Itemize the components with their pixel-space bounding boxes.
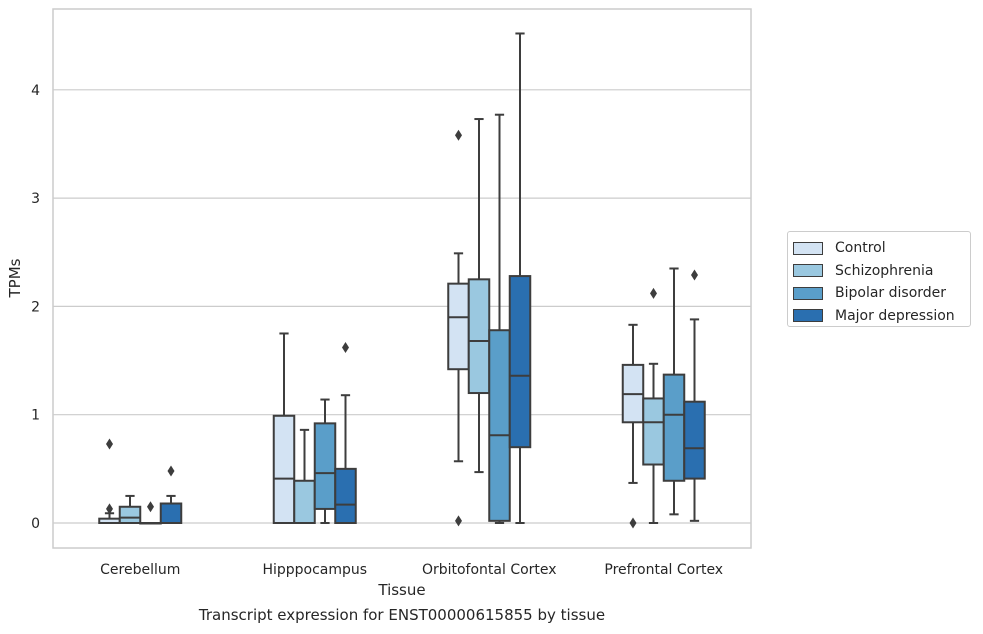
x-axis-label: Tissue — [377, 581, 425, 599]
legend-swatch — [793, 241, 823, 255]
iqr-box — [683, 400, 706, 480]
y-tick-label: 3 — [31, 191, 40, 207]
legend-label: Control — [835, 240, 886, 257]
box-bipolar-disorder — [662, 267, 686, 516]
legend-label: Bipolar disorder — [835, 285, 947, 302]
outlier-point — [691, 269, 698, 281]
legend-item: Bipolar disorder — [793, 282, 970, 305]
outlier-point — [650, 287, 657, 299]
y-tick-label: 4 — [31, 83, 40, 99]
outlier-point — [455, 129, 462, 141]
box-control — [447, 129, 470, 527]
chart-caption: Transcript expression for ENST0000061585… — [198, 606, 606, 624]
x-tick-label: Orbitofontal Cortex — [422, 562, 557, 578]
box-control — [272, 332, 296, 524]
iqr-box — [313, 422, 337, 510]
box-major-depression — [334, 342, 357, 525]
box-bipolar-disorder — [313, 398, 337, 524]
iqr-box — [508, 275, 532, 449]
iqr-box — [293, 479, 316, 524]
outlier-point — [455, 515, 462, 527]
iqr-box — [118, 505, 142, 525]
legend-swatch — [793, 286, 823, 300]
y-tick-label: 0 — [31, 516, 40, 532]
box-major-depression — [508, 32, 532, 524]
iqr-box — [662, 373, 686, 482]
legend-swatch — [793, 264, 823, 278]
iqr-box — [447, 282, 470, 371]
box-control — [621, 323, 645, 529]
iqr-box — [272, 414, 296, 524]
tick-labels: 0 1 2 3 4 Cerebellum Hipppocampus Orbitofontal … — [31, 83, 723, 578]
boxes — [98, 32, 706, 529]
x-tick-label: Hipppocampus — [262, 562, 367, 578]
plot-frame — [52, 8, 752, 549]
y-tick-label: 1 — [31, 408, 40, 424]
iqr-box — [467, 278, 491, 395]
box-schizophrenia — [642, 287, 665, 524]
legend-item: Control — [793, 237, 970, 260]
box-major-depression — [683, 269, 706, 522]
x-tick-label: Prefrontal Cortex — [604, 562, 723, 578]
iqr-box — [159, 502, 183, 525]
legend-label: Schizophrenia — [835, 262, 934, 279]
outlier-point — [167, 465, 175, 477]
iqr-box — [334, 467, 357, 525]
iqr-box — [642, 397, 665, 466]
legend-swatch — [793, 309, 823, 323]
box-bipolar-disorder — [488, 113, 511, 524]
y-tick-label: 2 — [31, 299, 40, 315]
outlier-point — [147, 501, 154, 513]
box-schizophrenia — [118, 494, 142, 525]
legend-item: Schizophrenia — [793, 260, 970, 283]
box-bipolar-disorder — [139, 501, 162, 525]
legend-item: Major depression — [793, 305, 970, 328]
y-axis-label: TPMs — [6, 258, 24, 298]
box-schizophrenia — [467, 118, 491, 474]
iqr-box — [488, 329, 511, 522]
legend: Control Schizophrenia Bipolar disorder Majo… — [787, 231, 971, 327]
outlier-point — [106, 438, 113, 450]
box-schizophrenia — [293, 428, 316, 524]
outlier-point — [106, 503, 113, 515]
outlier-point — [629, 517, 637, 529]
outlier-point — [342, 342, 349, 354]
x-tick-label: Cerebellum — [100, 562, 180, 578]
legend-label: Major depression — [835, 307, 955, 324]
box-major-depression — [159, 465, 183, 525]
box-control — [98, 438, 121, 525]
